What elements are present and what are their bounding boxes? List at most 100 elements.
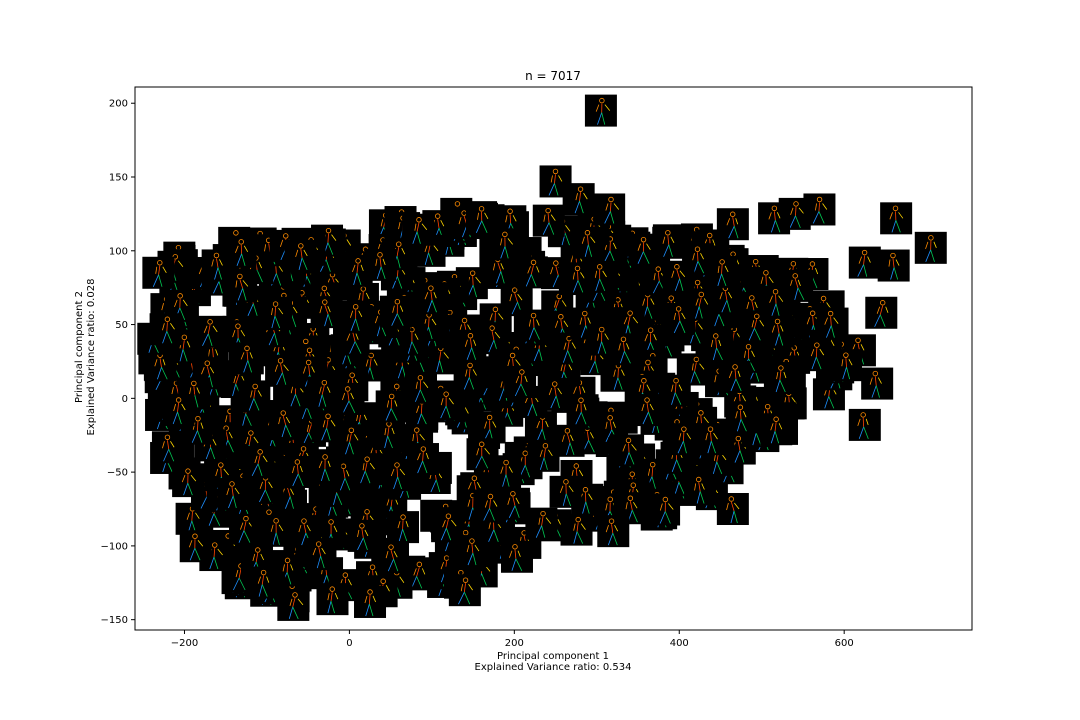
plot-frame <box>134 86 973 631</box>
pose-point <box>453 359 486 392</box>
pose-point <box>402 213 435 246</box>
pose-point-outlier <box>562 183 595 216</box>
pose-point <box>381 459 414 492</box>
x-tick-label: 200 <box>505 638 524 649</box>
pose-point <box>632 394 665 427</box>
pose-point <box>515 256 548 289</box>
pose-point <box>179 530 212 563</box>
pose-point <box>560 513 593 546</box>
pose-point <box>217 477 250 510</box>
pose-point <box>260 514 293 547</box>
pose-point <box>162 393 195 426</box>
point-cloud <box>137 197 876 616</box>
pose-point-outlier <box>584 94 617 127</box>
pose-point-outlier <box>877 249 910 282</box>
pose-point <box>739 310 772 343</box>
pose-point <box>225 270 258 303</box>
pose-point <box>829 349 862 382</box>
pose-point <box>662 260 695 293</box>
pose-point <box>404 371 437 404</box>
pose-point-outlier <box>277 588 310 621</box>
pose-point <box>338 300 371 333</box>
pose-point-outlier <box>865 296 898 329</box>
pose-point-outlier <box>848 246 881 279</box>
x-tick-label: −200 <box>171 638 198 649</box>
pose-point-outlier <box>716 493 749 526</box>
pose-point <box>760 413 793 446</box>
pose-point <box>304 538 337 571</box>
pose-point <box>648 493 681 526</box>
pose-point <box>684 473 717 506</box>
x-tick-label: 600 <box>835 638 854 649</box>
pose-point <box>816 307 849 340</box>
pose-point <box>260 298 293 331</box>
x-tick-label: 400 <box>670 638 689 649</box>
pose-point <box>572 226 605 259</box>
y-tick-label: 50 <box>115 320 128 331</box>
pose-point-outlier <box>803 193 836 226</box>
y-axis-ticks: −150 −100 −50 0 50 100 150 200 <box>101 99 135 626</box>
pose-point <box>372 418 405 451</box>
pose-point <box>246 566 279 599</box>
pose-point <box>416 282 449 315</box>
pose-point-outlier <box>593 193 626 226</box>
pose-point <box>663 302 696 335</box>
pose-point <box>387 511 420 544</box>
pose-point <box>473 490 506 523</box>
pose-point <box>375 390 408 423</box>
chart-title: n = 7017 <box>525 69 581 83</box>
pose-point <box>725 401 758 434</box>
pose-point <box>763 362 796 395</box>
pose-point <box>316 583 349 616</box>
pose-point-outlier <box>914 231 947 264</box>
pose-point <box>310 296 343 329</box>
pose-point <box>694 423 727 456</box>
pose-point <box>364 248 397 281</box>
thumbnail-points <box>277 94 947 621</box>
pose-point-outlier <box>880 202 913 235</box>
pose-point <box>566 394 599 427</box>
pose-point <box>489 456 522 489</box>
pose-point <box>151 431 184 464</box>
pose-point-outlier <box>448 574 481 607</box>
pose-point <box>799 339 832 372</box>
pose-point <box>238 380 271 413</box>
pose-point <box>379 295 412 328</box>
pose-point <box>527 439 560 472</box>
pose-point <box>504 365 537 398</box>
pose-point <box>532 204 565 237</box>
x-axis-label: Principal component 1 <box>497 651 609 662</box>
pose-point <box>172 465 205 498</box>
pose-point <box>500 540 533 573</box>
x-axis-sublabel: Explained Variance ratio: 0.534 <box>475 662 632 673</box>
pose-point-outlier <box>716 208 749 241</box>
pose-point <box>584 260 617 293</box>
pose-point-outlier <box>597 515 630 548</box>
pose-point <box>525 507 558 540</box>
y-tick-label: −150 <box>101 615 128 626</box>
pose-point <box>628 233 661 266</box>
pose-point <box>516 309 549 342</box>
pose-point <box>718 360 751 393</box>
pose-point <box>701 329 734 362</box>
pose-point <box>609 333 642 366</box>
pose-point <box>705 255 738 288</box>
y-axis-sublabel: Explained Variance ratio: 0.028 <box>86 279 97 436</box>
pose-point <box>376 541 409 574</box>
pose-point <box>431 510 464 543</box>
pose-point <box>242 445 275 478</box>
y-tick-label: 150 <box>109 173 128 184</box>
pose-point-outlier <box>861 367 894 400</box>
pose-point <box>666 423 699 456</box>
y-tick-label: −100 <box>101 541 128 552</box>
pose-point <box>489 228 522 261</box>
pose-point-outlier <box>848 408 881 441</box>
pose-point <box>142 256 175 289</box>
pose-point <box>307 376 340 409</box>
plot-area <box>137 94 947 621</box>
pose-point <box>311 410 344 443</box>
x-tick-label: 0 <box>346 638 352 649</box>
pose-point <box>149 313 182 346</box>
pose-point-outlier <box>758 202 791 235</box>
